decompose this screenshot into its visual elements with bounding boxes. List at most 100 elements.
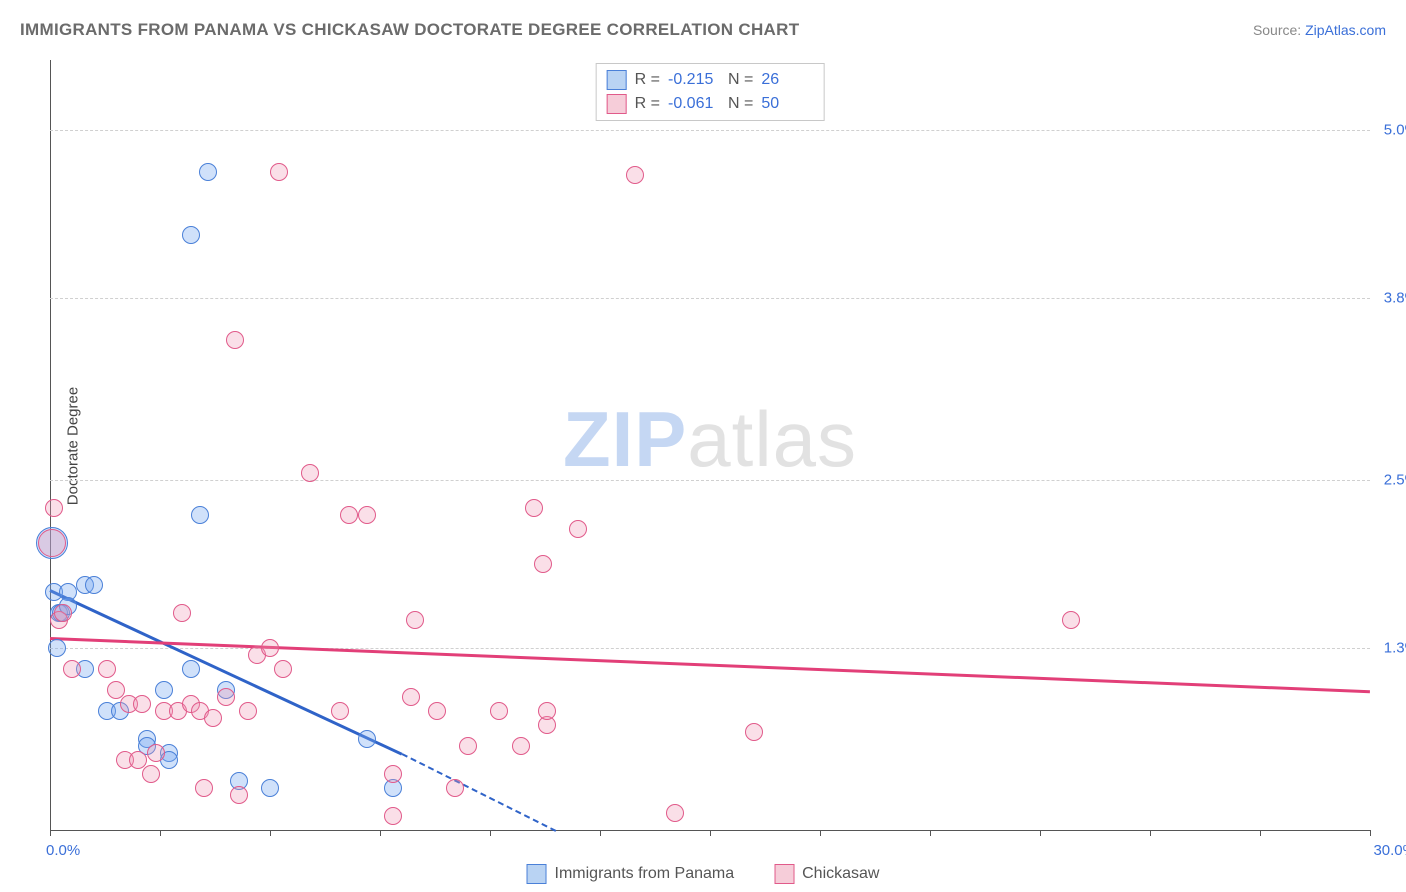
r-value: -0.061: [668, 95, 720, 113]
x-tick: [270, 830, 271, 836]
n-label: N =: [728, 71, 753, 89]
scatter-point: [569, 520, 587, 538]
scatter-point: [274, 660, 292, 678]
scatter-point: [406, 611, 424, 629]
y-axis-line: [50, 60, 51, 830]
gridline: [50, 648, 1370, 649]
x-tick: [1370, 830, 1371, 836]
stats-legend-box: R = -0.215 N = 26 R = -0.061 N = 50: [596, 63, 825, 121]
scatter-point: [525, 499, 543, 517]
y-tick-label: 5.0%: [1384, 122, 1406, 139]
scatter-point: [217, 688, 235, 706]
scatter-point: [226, 331, 244, 349]
scatter-point: [384, 807, 402, 825]
r-label: R =: [635, 95, 660, 113]
scatter-point: [191, 506, 209, 524]
scatter-point: [63, 660, 81, 678]
legend-label: Chickasaw: [802, 865, 879, 883]
swatch-icon: [607, 70, 627, 90]
scatter-point: [1062, 611, 1080, 629]
scatter-point: [142, 765, 160, 783]
scatter-point: [199, 163, 217, 181]
scatter-point: [133, 695, 151, 713]
y-tick-label: 1.3%: [1384, 640, 1406, 657]
x-tick: [50, 830, 51, 836]
x-tick: [930, 830, 931, 836]
source-prefix: Source:: [1253, 22, 1305, 38]
legend-label: Immigrants from Panama: [555, 865, 735, 883]
source-attribution: Source: ZipAtlas.com: [1253, 22, 1386, 38]
scatter-point: [666, 804, 684, 822]
scatter-point: [301, 464, 319, 482]
scatter-point: [54, 604, 72, 622]
scatter-point: [626, 166, 644, 184]
scatter-point: [446, 779, 464, 797]
x-tick: [380, 830, 381, 836]
scatter-point: [459, 737, 477, 755]
x-tick: [710, 830, 711, 836]
scatter-point: [261, 779, 279, 797]
source-link[interactable]: ZipAtlas.com: [1305, 22, 1386, 38]
watermark-atlas: atlas: [687, 395, 857, 483]
gridline: [50, 130, 1370, 131]
chart-plot-area: ZIPatlas R = -0.215 N = 26 R = -0.061 N …: [50, 60, 1370, 830]
scatter-point: [38, 529, 66, 557]
swatch-icon: [607, 94, 627, 114]
y-tick-label: 3.8%: [1384, 290, 1406, 307]
watermark: ZIPatlas: [563, 394, 857, 485]
y-tick-label: 2.5%: [1384, 472, 1406, 489]
legend-item: Immigrants from Panama: [527, 864, 735, 884]
x-tick: [160, 830, 161, 836]
stats-row: R = -0.061 N = 50: [607, 92, 814, 116]
scatter-point: [48, 639, 66, 657]
scatter-point: [195, 779, 213, 797]
stats-row: R = -0.215 N = 26: [607, 68, 814, 92]
scatter-point: [534, 555, 552, 573]
chart-title: IMMIGRANTS FROM PANAMA VS CHICKASAW DOCT…: [20, 20, 799, 40]
scatter-point: [384, 765, 402, 783]
scatter-point: [147, 744, 165, 762]
scatter-point: [745, 723, 763, 741]
x-max-label: 30.0%: [1373, 842, 1406, 859]
r-label: R =: [635, 71, 660, 89]
r-value: -0.215: [668, 71, 720, 89]
scatter-point: [173, 604, 191, 622]
gridline: [50, 298, 1370, 299]
scatter-point: [182, 660, 200, 678]
scatter-point: [261, 639, 279, 657]
gridline: [50, 480, 1370, 481]
trend-line: [402, 753, 557, 832]
scatter-point: [182, 226, 200, 244]
scatter-point: [239, 702, 257, 720]
scatter-point: [230, 786, 248, 804]
scatter-point: [358, 730, 376, 748]
n-value: 26: [761, 71, 813, 89]
scatter-point: [538, 702, 556, 720]
x-tick: [1150, 830, 1151, 836]
scatter-point: [340, 506, 358, 524]
scatter-point: [98, 660, 116, 678]
scatter-point: [512, 737, 530, 755]
n-label: N =: [728, 95, 753, 113]
legend-item: Chickasaw: [774, 864, 879, 884]
swatch-icon: [527, 864, 547, 884]
scatter-point: [45, 499, 63, 517]
x-tick: [1040, 830, 1041, 836]
scatter-point: [155, 681, 173, 699]
scatter-point: [358, 506, 376, 524]
x-min-label: 0.0%: [46, 842, 80, 859]
x-tick: [600, 830, 601, 836]
scatter-point: [428, 702, 446, 720]
swatch-icon: [774, 864, 794, 884]
scatter-point: [490, 702, 508, 720]
scatter-point: [85, 576, 103, 594]
scatter-point: [204, 709, 222, 727]
scatter-point: [331, 702, 349, 720]
x-tick: [490, 830, 491, 836]
x-tick: [820, 830, 821, 836]
n-value: 50: [761, 95, 813, 113]
scatter-point: [402, 688, 420, 706]
scatter-point: [270, 163, 288, 181]
x-tick: [1260, 830, 1261, 836]
watermark-zip: ZIP: [563, 395, 687, 483]
